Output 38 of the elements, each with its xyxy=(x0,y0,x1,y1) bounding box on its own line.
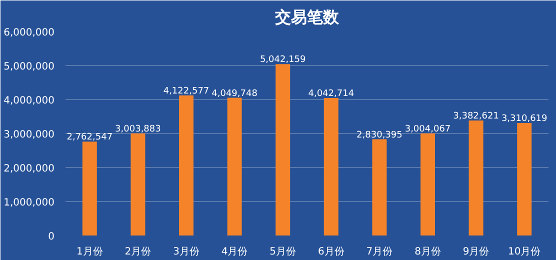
data-label: 2,830,395 xyxy=(356,130,402,140)
y-tick-label: 4,000,000 xyxy=(4,96,55,106)
data-label: 2,762,547 xyxy=(66,132,113,143)
data-label: 4,049,748 xyxy=(212,88,258,99)
bar xyxy=(517,122,532,236)
x-tick-label: 4月份 xyxy=(221,246,248,258)
y-tick-label: 6,000,000 xyxy=(4,28,55,38)
chart-title: 交易笔数 xyxy=(274,8,340,26)
data-label: 3,004,067 xyxy=(404,124,451,134)
bar xyxy=(82,142,97,236)
bar xyxy=(227,98,242,236)
data-label: 3,003,883 xyxy=(115,124,161,134)
bar xyxy=(420,133,435,236)
data-label: 3,310,619 xyxy=(501,114,548,124)
data-label: 4,122,577 xyxy=(163,86,210,96)
x-tick-label: 10月份 xyxy=(508,246,541,258)
x-tick-label: 5月份 xyxy=(270,246,296,258)
bar xyxy=(324,98,338,236)
x-tick-label: 9月份 xyxy=(462,246,490,258)
bar xyxy=(372,139,387,236)
x-tick-label: 2月份 xyxy=(124,246,152,258)
y-tick-label: 2,000,000 xyxy=(4,164,55,174)
y-tick-label: 1,000,000 xyxy=(4,198,55,208)
data-label: 3,382,621 xyxy=(453,111,499,122)
data-label: 4,042,714 xyxy=(308,89,354,100)
x-tick-label: 3月份 xyxy=(173,246,200,258)
x-tick-label: 7月份 xyxy=(366,246,393,258)
bar xyxy=(276,64,290,236)
x-tick-label: 6月份 xyxy=(318,246,344,258)
y-tick-label: 5,000,000 xyxy=(4,62,55,72)
y-tick-label: 3,000,000 xyxy=(4,130,55,140)
y-tick-label: 0 xyxy=(48,232,55,242)
x-tick-label: 1月份 xyxy=(76,246,103,258)
data-label: 5,042,159 xyxy=(260,55,306,66)
x-tick-label: 8月份 xyxy=(414,246,441,258)
bar xyxy=(468,120,484,236)
bar xyxy=(179,95,194,236)
bar xyxy=(130,133,146,236)
